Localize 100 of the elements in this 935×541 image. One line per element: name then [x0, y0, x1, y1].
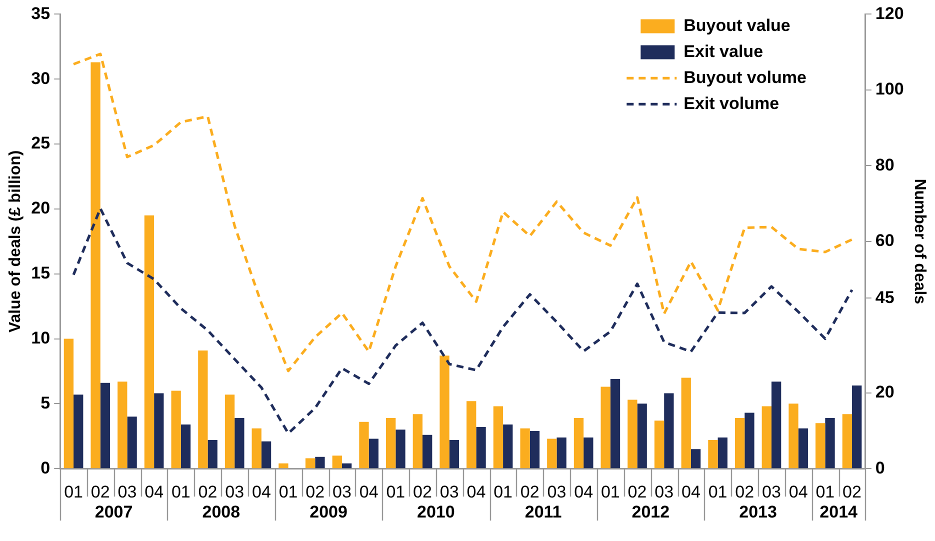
x-tick-label: 02 — [413, 482, 432, 502]
legend-label: Exit value — [684, 42, 764, 61]
bar — [466, 401, 476, 468]
legend-label: Buyout value — [684, 16, 790, 35]
text: 2012 — [632, 502, 670, 522]
text: 2009 — [310, 502, 348, 522]
x-tick-label: 04 — [788, 482, 808, 502]
bar — [198, 350, 208, 468]
x-tick-label: 04 — [574, 482, 594, 502]
bar — [332, 456, 342, 468]
bar — [359, 422, 369, 468]
x-tick-label: 01 — [64, 482, 83, 502]
bar — [762, 406, 772, 468]
x-tick-label: 01 — [708, 482, 728, 502]
x-tick-label: 02 — [735, 482, 754, 502]
legend-label: Buyout volume — [684, 68, 806, 87]
y2-tick-label: 120 — [875, 4, 904, 23]
bar — [600, 386, 610, 468]
bar — [637, 404, 647, 468]
x-tick-label: 04 — [681, 482, 700, 502]
bar — [342, 463, 352, 468]
bar — [396, 430, 406, 468]
x-tick-label: 02 — [198, 482, 218, 502]
x-tick-label: 01 — [816, 482, 835, 502]
legend-label: Exit volume — [684, 94, 780, 113]
x-tick-label: 03 — [332, 482, 352, 502]
x-tick-label: 03 — [654, 482, 674, 502]
x-tick-label: 04 — [144, 482, 164, 502]
y-tick-label: 20 — [31, 198, 50, 218]
bar — [690, 449, 701, 468]
bar — [64, 338, 74, 468]
x-tick-label: 01 — [386, 482, 406, 502]
bar — [530, 430, 540, 468]
text: 2011 — [524, 502, 562, 522]
x-tick-label: 04 — [466, 482, 486, 502]
line-series — [72, 207, 854, 435]
y-tick-label: 10 — [31, 328, 50, 348]
bar — [252, 428, 262, 468]
bar — [305, 458, 316, 468]
y2-axis-title: Number of deals — [910, 178, 928, 304]
bar — [386, 418, 396, 468]
x-tick-label: 02 — [842, 482, 862, 502]
bar — [208, 440, 218, 468]
x-tick-label: 03 — [762, 482, 781, 502]
bar — [852, 386, 862, 468]
bar — [127, 416, 137, 468]
bar — [664, 393, 674, 468]
bar — [278, 463, 288, 468]
x-tick-label: 01 — [278, 482, 298, 502]
bar — [718, 437, 728, 468]
bar — [771, 382, 782, 468]
text: 2014 — [820, 502, 858, 522]
text: 2007 — [94, 502, 133, 522]
bar — [816, 423, 826, 468]
x-tick-label: 02 — [306, 482, 325, 502]
x-tick-label: 04 — [359, 482, 378, 502]
bar — [503, 424, 513, 468]
bar — [574, 418, 584, 468]
bar — [628, 400, 638, 468]
bar — [261, 441, 272, 468]
bar — [584, 437, 594, 468]
bar — [547, 438, 557, 468]
bar — [610, 379, 620, 468]
y-tick-label: 35 — [31, 4, 50, 23]
x-tick-label: 01 — [600, 482, 620, 502]
bar — [100, 382, 110, 468]
bar — [224, 394, 235, 468]
x-tick-label: 02 — [90, 482, 110, 502]
bar — [825, 418, 835, 468]
bar — [74, 394, 84, 468]
bar — [708, 440, 718, 468]
bar — [520, 428, 530, 468]
x-tick-label: 03 — [118, 482, 137, 502]
bar — [744, 412, 754, 468]
bar — [118, 382, 128, 468]
y-tick-label: 5 — [40, 393, 50, 412]
y2-tick-label: 100 — [875, 80, 904, 99]
bar — [681, 378, 691, 468]
y2-tick-label: 80 — [875, 155, 894, 174]
bar — [788, 404, 798, 468]
bar — [556, 437, 566, 468]
bar — [476, 427, 486, 468]
bar — [412, 414, 423, 468]
bar — [842, 414, 852, 468]
text: 2008 — [202, 502, 240, 522]
y2-tick-label: 60 — [875, 231, 894, 250]
y-tick-label: 0 — [40, 458, 50, 478]
bar — [368, 438, 378, 468]
x-tick-label: 02 — [520, 482, 540, 502]
x-tick-label: 01 — [171, 482, 190, 502]
bar — [422, 434, 432, 468]
text: 2010 — [417, 502, 455, 522]
x-tick-label: 03 — [547, 482, 566, 502]
y-axis-title: Value of deals (£ billion) — [7, 150, 24, 333]
y-tick-label: 30 — [31, 68, 50, 88]
y-tick-label: 25 — [31, 134, 50, 153]
x-tick-label: 01 — [494, 482, 512, 502]
bar — [493, 406, 504, 468]
bar — [315, 456, 325, 468]
y2-tick-label: 45 — [875, 288, 894, 307]
